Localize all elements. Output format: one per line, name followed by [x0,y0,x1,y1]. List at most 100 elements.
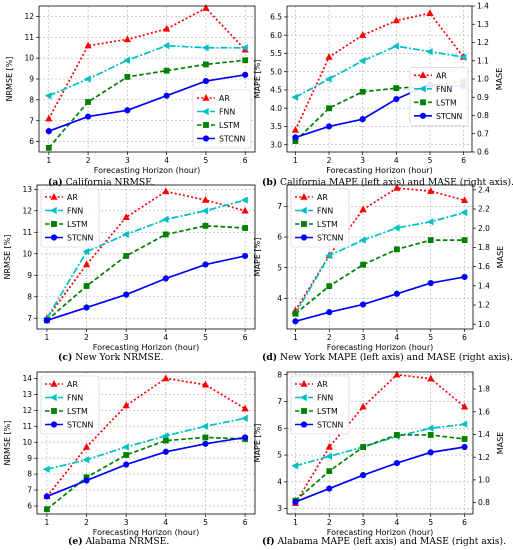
legend-marker-lstm [301,408,307,414]
data-point-fnn [241,44,248,52]
data-point-lstm [393,85,400,92]
y-right-tick-label: 1.6 [478,262,490,271]
legend: AR FNN LSTM STCNN [290,375,350,435]
data-point-fnn [122,230,129,239]
legend-marker-ar [50,192,58,200]
y-right-tick-label: 0.8 [478,498,490,507]
y-tick-label: 5 [277,263,282,272]
x-tick-label: 5 [204,156,209,165]
x-axis-label: Forecasting Horizon (hour) [327,528,433,537]
x-tick-label: 4 [163,333,168,342]
legend-marker-stcnn [50,421,58,428]
plot-frame [286,184,474,330]
data-point-stcnn [202,440,209,447]
y-tick-label: 4.5 [270,86,282,95]
x-tick-label: 3 [125,156,130,165]
legend-marker-fnn [201,107,209,116]
y-axis-label: NRMSE [%] [3,235,12,280]
legend-box [40,188,100,248]
y-tick-label: 6.0 [270,31,282,40]
x-tick-label: 5 [428,333,433,342]
x-tick-label: 5 [428,156,433,165]
series-line-fnn [294,211,465,315]
y-right-tick-label: 1.6 [478,407,490,416]
series-line-stcnn [295,446,465,503]
x-tick-label: 4 [395,518,400,527]
legend-marker-stcnn [202,135,210,142]
data-point-fnn [358,57,366,65]
x-tick-label: 6 [243,156,248,165]
x-tick-label: 3 [360,156,365,165]
data-point-ar [122,401,130,409]
legend-label-lstm: LSTM [219,121,240,130]
y-tick-label: 12 [24,12,34,21]
legend: AR FNN LSTM STCNN [192,89,252,149]
series-line-fnn [295,45,464,98]
legend-label-ar: AR [436,71,447,80]
series-line-ar [46,190,246,319]
data-point-stcnn [241,252,249,260]
y-right-tick-label: 1.0 [478,320,490,329]
data-point-fnn [122,443,129,451]
y-tick-label: 11 [22,422,32,431]
data-point-ar [460,402,469,410]
series-line-fnn [46,417,246,471]
data-point-lstm [326,105,332,112]
data-point-fnn [201,44,209,52]
data-point-stcnn [326,309,333,316]
legend-box [409,67,469,126]
legend-label-fnn: FNN [67,207,83,216]
data-point-lstm [242,57,249,64]
data-point-ar [325,53,333,60]
x-axis-label: Forecasting Horizon (hour) [326,166,432,175]
y-tick-label: 10 [22,438,32,447]
legend-label-stcnn: STCNN [317,421,344,430]
series-line-stcnn [46,255,246,322]
y-right-tick-label: 1.4 [478,281,490,290]
x-axis-label: Forecasting Horizon (hour) [93,528,199,537]
y-right-axis-label: MASE [496,246,505,269]
caption-e: (e) Alabama NRMSE. [68,536,170,547]
data-point-ar [393,184,401,191]
x-tick-label: 4 [163,518,168,527]
y-tick-label: 3.0 [270,140,282,149]
series-line-fnn [295,423,465,467]
data-point-ar [162,187,170,195]
data-point-stcnn [202,261,209,268]
data-point-stcnn [325,123,333,130]
data-point-lstm [326,283,333,290]
data-point-lstm [44,506,50,513]
data-point-stcnn [83,477,90,484]
y-axis-label: MAPE [%] [253,60,262,99]
data-point-ar [82,442,91,450]
data-point-ar [84,41,92,49]
x-tick-label: 3 [124,518,129,527]
y-tick-label: 14 [22,374,32,383]
x-tick-label: 1 [45,518,50,527]
x-tick-label: 6 [243,333,248,342]
data-point-ar [427,374,435,382]
x-tick-label: 1 [293,156,298,165]
series-line-ar [46,377,246,497]
y-tick-label: 5 [277,451,282,460]
data-point-ar [427,187,435,194]
series-line-ar [48,7,246,120]
data-point-ar [45,114,53,122]
data-point-fnn [162,42,170,50]
series-line-stcnn [295,276,465,323]
y-tick-label: 6 [277,424,282,433]
legend-marker-fnn [49,393,57,402]
y-tick-label: 9 [27,271,32,280]
data-point-fnn [241,414,248,422]
data-point-lstm [461,436,468,442]
legend-marker-stcnn [300,234,308,241]
y-axis-label: MAPE [%] [253,238,262,277]
data-point-lstm [162,231,169,238]
data-point-fnn [201,422,209,430]
legend-label-fnn: FNN [436,85,452,94]
y-tick-label: 13 [22,390,32,399]
data-point-ar [359,402,367,410]
legend-label-stcnn: STCNN [436,112,463,121]
data-point-ar [123,35,131,43]
legend: AR FNN LSTM STCNN [40,375,100,435]
